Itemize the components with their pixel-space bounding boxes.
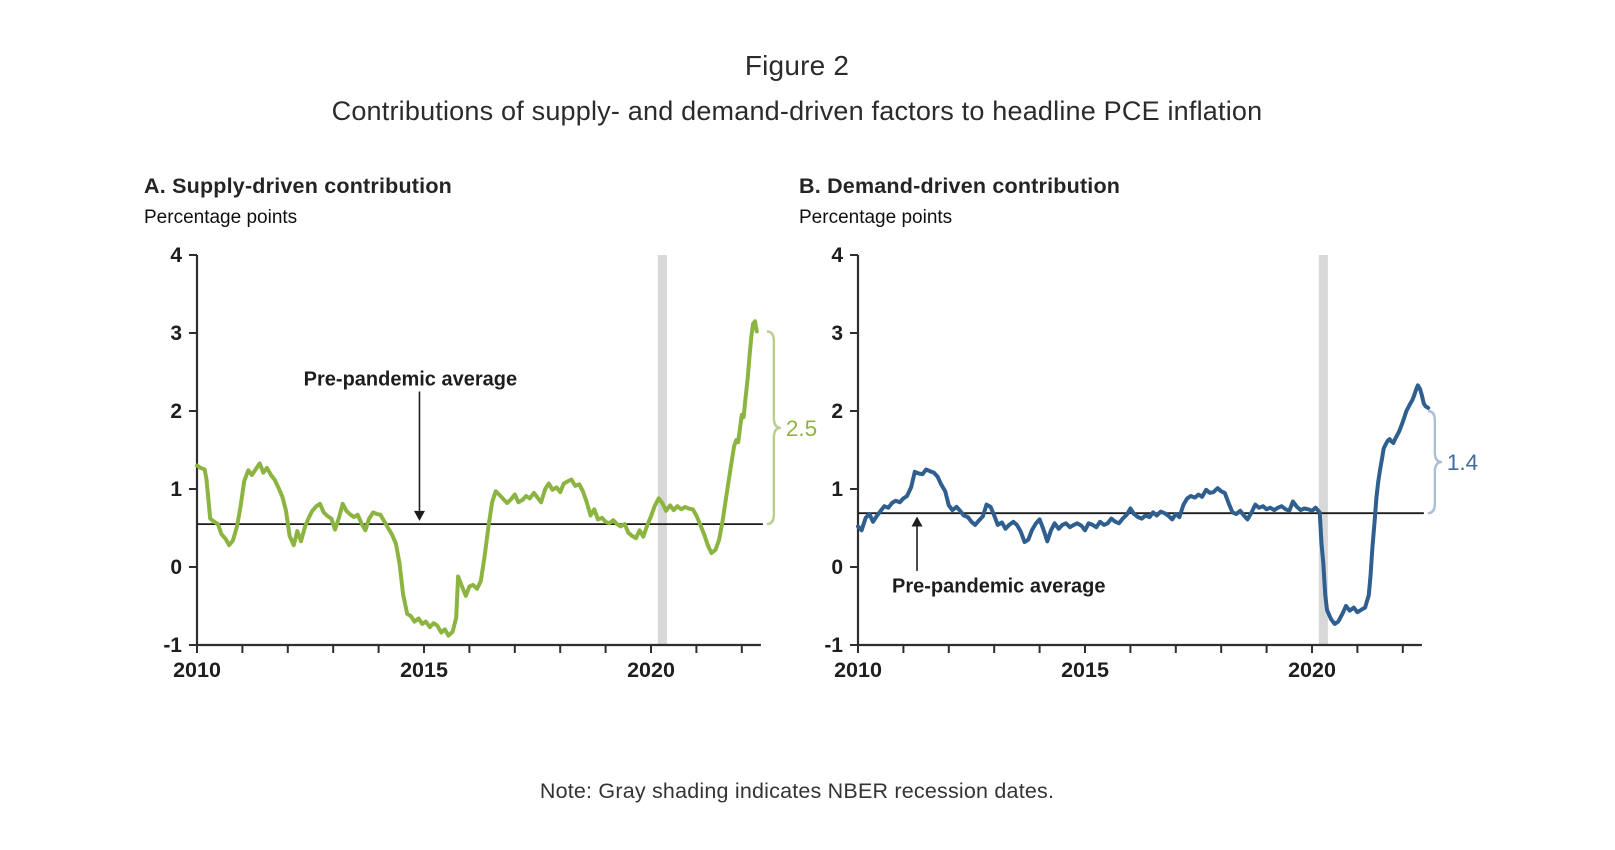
y-tick-label: 1 xyxy=(831,478,843,501)
x-tick-label: 2015 xyxy=(1061,658,1109,682)
panel-supply-title: A. Supply-driven contribution xyxy=(144,174,452,198)
figure-note: Note: Gray shading indicates NBER recess… xyxy=(539,779,1055,803)
x-tick-label: 2010 xyxy=(173,658,221,682)
figure-subtitle: Contributions of supply- and demand-driv… xyxy=(331,96,1263,126)
bracket-value-label: 2.5 xyxy=(786,416,817,441)
y-tick-label: -1 xyxy=(163,634,182,657)
x-tick-label: 2010 xyxy=(834,658,882,682)
y-tick-label: 1 xyxy=(170,478,182,501)
y-tick-label: 2 xyxy=(170,400,182,423)
panel-demand-header: B. Demand-driven contribution Percentage… xyxy=(799,174,1120,229)
average-annotation-text: Pre-pandemic average xyxy=(304,368,517,390)
recession-band xyxy=(1318,255,1328,645)
x-tick-label: 2015 xyxy=(400,658,448,682)
y-tick-label: 3 xyxy=(170,322,182,345)
panel-supply-axis-unit: Percentage points xyxy=(144,207,298,228)
difference-bracket xyxy=(1427,409,1442,515)
y-tick-label: 4 xyxy=(831,244,843,267)
recession-band xyxy=(657,255,667,645)
y-tick-label: 4 xyxy=(170,244,182,267)
y-tick-label: 0 xyxy=(831,556,843,579)
demand-line xyxy=(856,383,1431,626)
panel-demand-axis-unit: Percentage points xyxy=(799,207,953,228)
x-tick-label: 2020 xyxy=(627,658,675,682)
panel-supply-header: A. Supply-driven contribution Percentage… xyxy=(144,174,452,229)
bracket-value-label: 1.4 xyxy=(1447,450,1478,475)
panel-demand-title: B. Demand-driven contribution xyxy=(799,174,1121,198)
y-tick-label: 3 xyxy=(831,322,843,345)
supply-line xyxy=(195,319,759,638)
annotation-arrow-head-icon xyxy=(413,510,425,521)
y-tick-label: -1 xyxy=(824,634,843,657)
y-tick-label: 2 xyxy=(831,400,843,423)
average-annotation-text: Pre-pandemic average xyxy=(892,576,1105,598)
annotation-arrow-head-icon xyxy=(911,516,923,527)
difference-bracket xyxy=(766,330,781,526)
y-tick-label: 0 xyxy=(170,556,182,579)
x-tick-label: 2020 xyxy=(1288,658,1336,682)
figure-title: Figure 2 xyxy=(744,50,850,81)
